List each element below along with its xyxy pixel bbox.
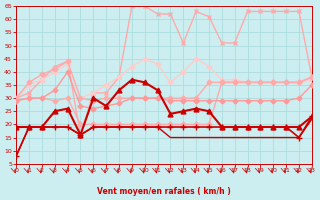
X-axis label: Vent moyen/en rafales ( km/h ): Vent moyen/en rafales ( km/h )	[97, 187, 231, 196]
